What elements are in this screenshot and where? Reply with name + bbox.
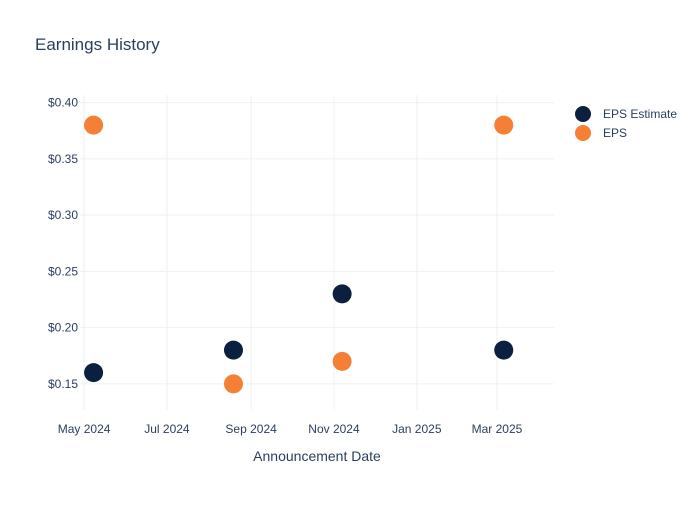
eps-point[interactable] — [223, 374, 243, 394]
legend-marker — [575, 106, 591, 122]
eps-estimate-point[interactable] — [332, 284, 352, 304]
legend[interactable]: EPS Estimate EPS — [575, 106, 677, 141]
legend-item-eps[interactable]: EPS — [575, 125, 627, 141]
y-axis-ticks: $0.15 $0.20 $0.25 $0.30 $0.35 $0.40 — [48, 96, 78, 391]
x-tick-label: Sep 2024 — [225, 422, 277, 436]
eps-point[interactable] — [332, 351, 352, 371]
y-tick-label: $0.35 — [48, 152, 78, 166]
eps-point[interactable] — [494, 115, 514, 135]
eps-estimate-point[interactable] — [223, 340, 243, 360]
data-points — [84, 115, 514, 394]
legend-label: EPS Estimate — [603, 107, 677, 121]
y-tick-label: $0.20 — [48, 321, 78, 335]
legend-item-eps-estimate[interactable]: EPS Estimate — [575, 106, 677, 122]
x-tick-label: Jan 2025 — [392, 422, 442, 436]
x-axis-title: Announcement Date — [253, 448, 381, 464]
y-tick-label: $0.15 — [48, 377, 78, 391]
y-tick-label: $0.25 — [48, 264, 78, 278]
x-tick-label: May 2024 — [58, 422, 111, 436]
legend-marker — [575, 125, 591, 141]
legend-label: EPS — [603, 126, 627, 140]
y-tick-label: $0.40 — [48, 96, 78, 110]
x-tick-label: Nov 2024 — [308, 422, 360, 436]
eps-estimate-point[interactable] — [494, 340, 514, 360]
x-axis-ticks: May 2024 Jul 2024 Sep 2024 Nov 2024 Jan 2025… — [58, 422, 523, 436]
y-tick-label: $0.30 — [48, 208, 78, 222]
eps-point[interactable] — [84, 115, 104, 135]
eps-estimate-point[interactable] — [84, 363, 104, 383]
chart-title: Earnings History — [35, 35, 160, 54]
x-tick-label: Jul 2024 — [144, 422, 190, 436]
x-tick-label: Mar 2025 — [472, 422, 523, 436]
grid-layer — [80, 95, 554, 410]
